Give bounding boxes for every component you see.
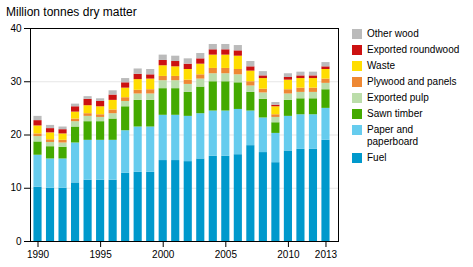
html-text:Sawn timber: Sawn timber bbox=[367, 108, 423, 119]
html-text:Plywood and panels: Plywood and panels bbox=[367, 76, 457, 87]
html-text:Other wood: Other wood bbox=[367, 28, 419, 39]
svg-text:40: 40 bbox=[10, 23, 22, 34]
html-text:Exported pulp: Exported pulp bbox=[367, 92, 429, 103]
html-text:Fuel: Fuel bbox=[367, 152, 387, 163]
svg-text:2000: 2000 bbox=[152, 249, 175, 260]
svg-text:1995: 1995 bbox=[89, 249, 112, 260]
svg-text:2005: 2005 bbox=[215, 249, 238, 260]
html-text:Exported roundwood: Exported roundwood bbox=[367, 44, 460, 55]
html-text:Waste: Waste bbox=[367, 60, 395, 71]
html-text:Million tonnes dry matter: Million tonnes dry matter bbox=[6, 5, 137, 19]
svg-text:1990: 1990 bbox=[27, 249, 50, 260]
svg-text:30: 30 bbox=[10, 76, 22, 87]
svg-text:2013: 2013 bbox=[315, 249, 338, 260]
svg-text:2010: 2010 bbox=[277, 249, 300, 260]
svg-text:20: 20 bbox=[10, 129, 22, 140]
svg-text:0: 0 bbox=[16, 236, 22, 247]
svg-text:10: 10 bbox=[10, 182, 22, 193]
html-text:Paper and paperboard: Paper and paperboard bbox=[367, 124, 419, 147]
